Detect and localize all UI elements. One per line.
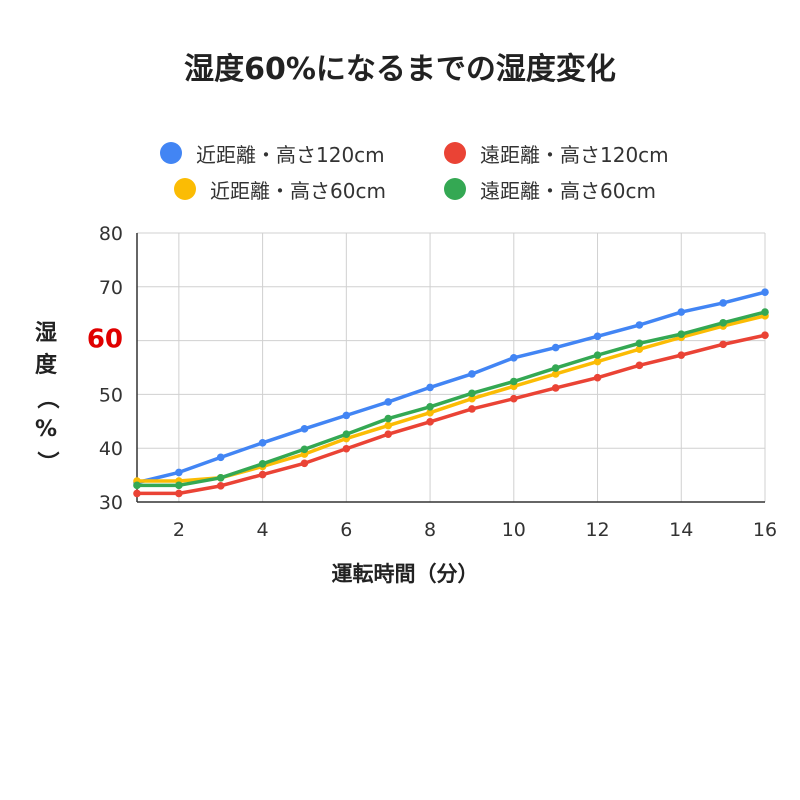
- data-point-series-2: [342, 444, 351, 453]
- data-point-series-1: [635, 321, 644, 329]
- data-point-series-4: [342, 430, 351, 439]
- legend-label: 近距離・高さ120cm: [196, 142, 385, 167]
- series-line-2: [135, 333, 767, 496]
- y-tick-label-highlight: 60: [87, 325, 123, 355]
- legend-label: 遠距離・高さ60cm: [480, 178, 656, 203]
- y-tick-label: 40: [99, 438, 123, 460]
- data-point-series-1: [216, 453, 225, 462]
- data-point-series-2: [551, 384, 560, 392]
- legend-item-far-60: 遠距離・高さ60cm: [444, 174, 656, 204]
- x-tick-label: 12: [585, 519, 609, 541]
- data-point-series-4: [384, 414, 393, 423]
- data-point-series-3: [426, 408, 434, 417]
- data-point-series-1: [551, 343, 560, 352]
- data-point-series-4: [426, 402, 434, 411]
- x-tick-label: 4: [257, 519, 269, 541]
- data-point-series-4: [216, 473, 225, 482]
- data-point-series-1: [593, 332, 602, 341]
- data-point-series-4: [635, 339, 644, 348]
- data-point-series-2: [133, 489, 141, 498]
- data-point-series-2: [175, 489, 183, 498]
- legend-item-near-120: 近距離・高さ120cm: [160, 138, 385, 168]
- data-point-series-4: [468, 389, 476, 398]
- y-tick-label: 50: [99, 384, 123, 406]
- x-tick-label: 16: [753, 519, 777, 541]
- y-tick-label: 30: [99, 492, 123, 514]
- y-axis-label-char: 度: [34, 353, 57, 378]
- data-point-series-3: [593, 357, 602, 366]
- legend-marker-green: [444, 178, 466, 200]
- data-point-series-4: [258, 460, 267, 468]
- data-point-series-1: [342, 411, 351, 420]
- data-point-series-2: [216, 482, 225, 490]
- data-point-series-2: [593, 373, 602, 382]
- data-point-series-2: [468, 405, 476, 413]
- data-point-series-2: [719, 340, 727, 349]
- y-axis-label-char: 湿: [34, 321, 57, 346]
- data-point-series-1: [258, 439, 267, 447]
- x-tick-label: 2: [173, 519, 185, 541]
- data-point-series-1: [468, 370, 476, 378]
- data-point-series-1: [761, 288, 769, 296]
- x-tick-label: 8: [424, 519, 436, 541]
- data-point-series-2: [761, 331, 769, 340]
- data-point-series-3: [551, 370, 560, 378]
- data-point-series-1: [426, 383, 434, 392]
- data-point-series-1: [719, 299, 727, 307]
- chart-title: 湿度60%になるまでの湿度変化: [184, 52, 616, 87]
- data-point-series-2: [426, 418, 434, 426]
- x-axis-label: 運転時間（分）: [331, 562, 479, 586]
- legend-marker-red: [444, 142, 466, 164]
- data-point-series-2: [635, 361, 644, 370]
- y-tick-label: 70: [99, 277, 123, 299]
- legend-label: 近距離・高さ60cm: [210, 178, 386, 203]
- data-point-series-2: [384, 430, 393, 439]
- x-tick-label: 14: [669, 519, 693, 541]
- data-point-series-1: [384, 398, 393, 406]
- legend-item-far-120: 遠距離・高さ120cm: [444, 138, 669, 168]
- data-point-series-4: [133, 481, 141, 490]
- x-tick-label: 6: [340, 519, 352, 541]
- legend-label: 遠距離・高さ120cm: [480, 142, 669, 167]
- data-point-series-1: [510, 354, 518, 362]
- data-point-series-1: [300, 425, 309, 433]
- data-point-series-2: [510, 394, 518, 403]
- legend-item-near-60: 近距離・高さ60cm: [174, 174, 386, 204]
- data-point-series-2: [300, 459, 309, 468]
- data-point-series-4: [551, 364, 560, 372]
- data-point-series-1: [677, 308, 686, 316]
- data-point-series-4: [677, 330, 686, 338]
- y-tick-label: 80: [99, 223, 123, 245]
- series-line-1: [135, 290, 767, 485]
- y-axis-label: 湿 度 （ % ）: [26, 318, 66, 478]
- data-point-series-2: [677, 351, 686, 359]
- data-point-series-2: [258, 470, 267, 479]
- data-point-series-4: [593, 351, 602, 359]
- y-axis-label-char: %: [34, 417, 58, 442]
- x-tick-label: 10: [502, 519, 526, 541]
- data-point-series-1: [175, 468, 183, 477]
- data-point-series-3: [468, 394, 476, 403]
- legend-marker-blue: [160, 142, 182, 164]
- data-point-series-4: [175, 481, 183, 490]
- data-point-series-4: [300, 445, 309, 454]
- legend-marker-yellow: [174, 178, 196, 200]
- data-point-series-4: [761, 308, 769, 316]
- data-point-series-4: [510, 377, 518, 386]
- data-point-series-4: [719, 319, 727, 327]
- series-line-4: [135, 310, 767, 488]
- data-point-series-3: [384, 421, 393, 430]
- data-point-series-3: [635, 345, 644, 354]
